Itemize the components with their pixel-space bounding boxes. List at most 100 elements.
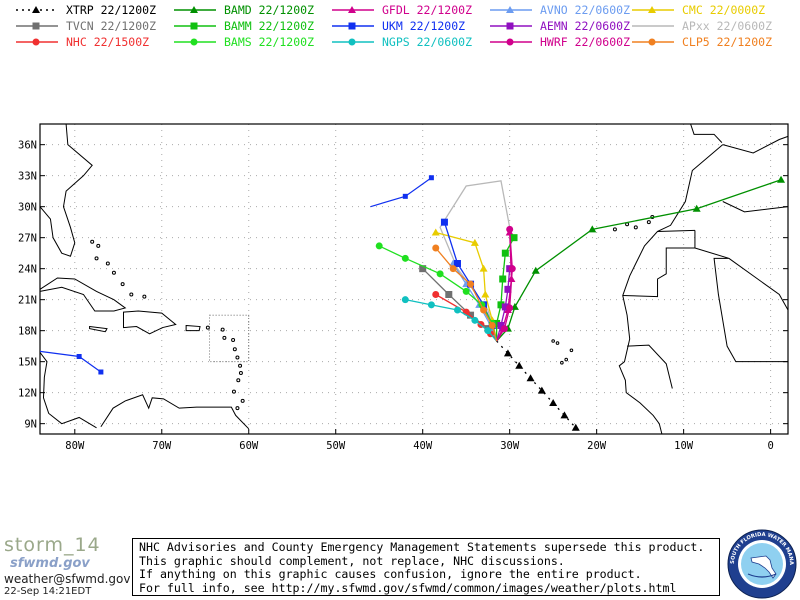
lon-label: 70W: [152, 440, 172, 450]
legend-line-icon: [632, 6, 674, 13]
track-point-clp5: [480, 306, 488, 314]
track-point-bamm: [493, 319, 501, 327]
axis-labels: 36N 33N 30N 27N 24N 21N 18N 15N 12N 9N 80W 70W 60W 50…: [18, 140, 788, 450]
legend-line-icon: [332, 38, 374, 46]
legend-label: CLP5 22/1200Z: [682, 35, 773, 49]
model-legend: XTRP 22/1200Z BAMD 22/1200Z GFDL 22/1200Z A…: [0, 0, 800, 50]
legend-item-avno: AVNO 22/0600Z: [488, 2, 638, 18]
legend-label: HWRF 22/0600Z: [540, 35, 631, 49]
model-tracks: [40, 175, 786, 434]
legend-line-icon: [332, 22, 374, 30]
legend-line-icon: [174, 22, 216, 30]
track-point-hwrf: [506, 304, 514, 312]
contact-email[interactable]: weather@sfwmd.gov: [4, 572, 131, 586]
sfwmd-logo: sfwmd.gov: [10, 556, 90, 571]
lon-label: 0: [767, 440, 773, 450]
track-point-bamd: [777, 175, 786, 183]
track-point-aemn: [504, 285, 512, 293]
track-point: [76, 354, 82, 359]
track-point-clp5: [467, 280, 475, 288]
legend-label: XTRP 22/1200Z: [66, 3, 157, 17]
legend-marker-icon: [506, 22, 514, 30]
legend-marker-icon: [190, 6, 198, 13]
legend-line-icon: [490, 38, 532, 46]
map-border: [39, 123, 789, 435]
legend-line-icon: [174, 38, 216, 46]
track-point-ngps: [453, 306, 461, 314]
legend-label: AEMN 22/0600Z: [540, 19, 631, 33]
lat-label: 18N: [18, 326, 37, 338]
track-point-ukm: [440, 218, 448, 226]
lon-label: 60W: [239, 440, 259, 450]
lat-label: 12N: [18, 388, 37, 400]
legend-marker-icon: [348, 6, 356, 13]
lon-label: 10W: [674, 440, 694, 450]
legend-line-icon: [16, 6, 58, 13]
legend-item-ukm: UKM 22/1200Z: [330, 18, 480, 34]
track-point-clp5: [488, 322, 496, 329]
track-point-aemn: [501, 303, 509, 311]
disclaimer-line: If anything on this graphic causes confu…: [139, 567, 642, 581]
track-point-nhc: [432, 291, 440, 298]
legend-marker-icon: [506, 38, 514, 46]
track-point-ukm: [453, 260, 461, 267]
track-point-xtrp: [503, 349, 512, 357]
track-point-bamd: [588, 225, 597, 233]
track-point-cmc: [481, 290, 490, 298]
legend-marker-icon: [648, 6, 656, 13]
track-point-xtrp: [571, 423, 580, 431]
track-line-apxx: [439, 180, 511, 342]
watch-area-box: [209, 314, 250, 363]
legend-label: NGPS 22/0600Z: [382, 35, 473, 49]
track-point-xtrp: [549, 399, 558, 406]
disclaimer-line: This graphic should complement, not repl…: [139, 553, 565, 568]
legend-label: CMC 22/0000Z: [682, 3, 766, 17]
legend-label: APxx 22/0600Z: [682, 19, 773, 33]
legend-marker-icon: [648, 38, 656, 46]
legend-label: NHC 22/1500Z: [66, 35, 150, 49]
legend-item-apxx: APxx 22/0600Z: [630, 18, 780, 34]
track-point-xtrp: [537, 386, 546, 394]
lat-label: 27N: [18, 233, 37, 245]
legend-label: GFDL 22/1200Z: [382, 3, 473, 17]
legend-label: BAMM 22/1200Z: [224, 19, 315, 33]
track-point-ngps: [427, 301, 435, 309]
legend-item-bams: BAMS 22/1200Z: [172, 34, 322, 50]
legend-label: BAMD 22/1200Z: [224, 3, 315, 17]
legend-marker-icon: [190, 38, 198, 46]
track-point-ngps: [484, 327, 492, 335]
legend-marker-icon: [348, 22, 356, 30]
track-point-bams: [401, 254, 409, 262]
legend-line-icon: [16, 38, 58, 46]
track-point-bams: [462, 287, 470, 295]
track-point: [402, 193, 408, 199]
legend-label: BAMS 22/1200Z: [224, 35, 315, 49]
legend-item-nhc: NHC 22/1500Z: [14, 34, 164, 50]
disclaimer-box: NHC Advisories and County Emergency Mana…: [132, 538, 720, 596]
legend-item-cmc: CMC 22/0000Z: [630, 2, 780, 18]
track-point-bams: [436, 270, 444, 278]
disclaimer-line: NHC Advisories and County Emergency Mana…: [139, 540, 705, 554]
track-point-cmc: [470, 238, 479, 246]
disclaimer-line[interactable]: For full info, see http://my.sfwmd.gov/s…: [139, 580, 677, 595]
legend-line-icon: [490, 6, 532, 13]
track-point-tvcn: [445, 291, 453, 298]
lon-label: 40W: [413, 440, 433, 450]
lat-label: 30N: [18, 202, 37, 214]
track-point-bamm: [497, 301, 505, 309]
legend-line-icon: [16, 22, 58, 30]
legend-item-hwrf: HWRF 22/0600Z: [488, 34, 638, 50]
lat-label: 15N: [18, 357, 37, 369]
legend-item-bamm: BAMM 22/1200Z: [172, 18, 322, 34]
track-point-bamm: [510, 234, 518, 242]
legend-marker-icon: [190, 22, 198, 30]
legend-item-xtrp: XTRP 22/1200Z: [14, 2, 164, 18]
legend-label: UKM 22/1200Z: [382, 19, 466, 33]
track-point: [428, 175, 434, 181]
legend-line-icon: [490, 22, 532, 30]
legend-marker-icon: [506, 6, 514, 13]
legend-line-icon: [632, 25, 674, 27]
district-seal-logo: SOUTH FLORIDA WATER MANAGEMENT DISTRICT: [726, 528, 797, 599]
legend-line-icon: [632, 38, 674, 46]
legend-line-icon: [174, 6, 216, 13]
